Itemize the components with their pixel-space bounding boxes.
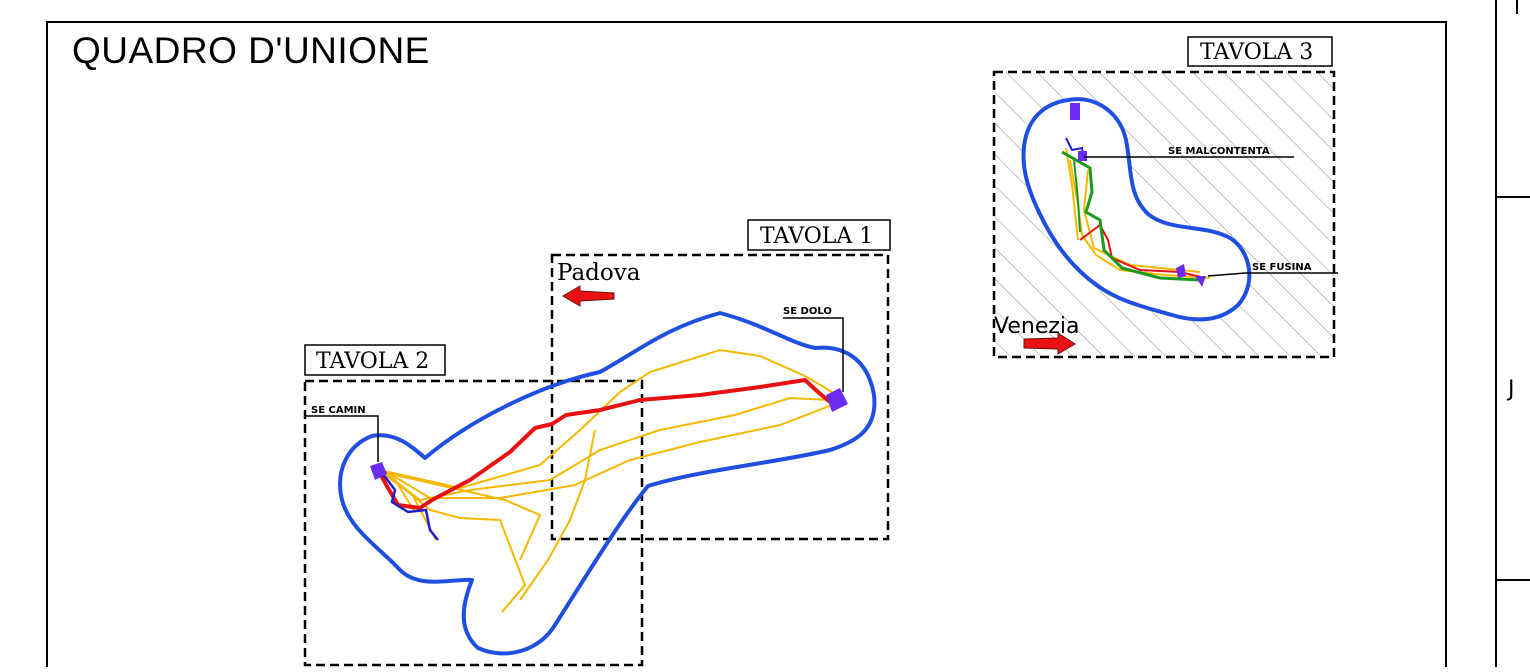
buffer-zone-main	[338, 311, 877, 656]
substation-markers-tavola-3	[1070, 103, 1206, 287]
venezia-arrow-icon	[1023, 332, 1076, 355]
tavola-2-label-box	[304, 344, 446, 376]
tavola-2-label[interactable]: TAVOLA 2	[316, 349, 429, 374]
routes-tavola-3	[1061, 137, 1211, 282]
venezia-label: Venezia	[994, 314, 1080, 339]
se-camin-label: SE CAMIN	[311, 405, 366, 416]
route-blue-camin	[379, 469, 439, 541]
page-title: QUADRO D'UNIONE	[72, 30, 430, 71]
routes-main	[377, 348, 833, 613]
callout-leaders	[306, 156, 1338, 462]
tavola-1-label[interactable]: TAVOLA 1	[760, 224, 873, 249]
tavola-1-label-box	[747, 219, 891, 251]
tavola-1-frame[interactable]	[550, 253, 890, 541]
se-malcontenta-label: SE MALCONTENTA	[1168, 146, 1270, 157]
padova-arrow-icon	[562, 285, 615, 307]
drawing-frame	[46, 21, 1447, 672]
tavola-3-label-box	[1187, 36, 1333, 67]
tavola-2-frame[interactable]	[303, 379, 644, 667]
padova-label: Padova	[557, 260, 641, 286]
tavola-3-label[interactable]: TAVOLA 3	[1200, 40, 1313, 65]
substation-markers-main	[370, 388, 848, 480]
route-red-main	[376, 378, 832, 510]
se-dolo-label: SE DOLO	[783, 306, 832, 317]
se-fusina-label: SE FUSINA	[1252, 262, 1312, 273]
right-margin-mark: J	[1506, 377, 1515, 402]
